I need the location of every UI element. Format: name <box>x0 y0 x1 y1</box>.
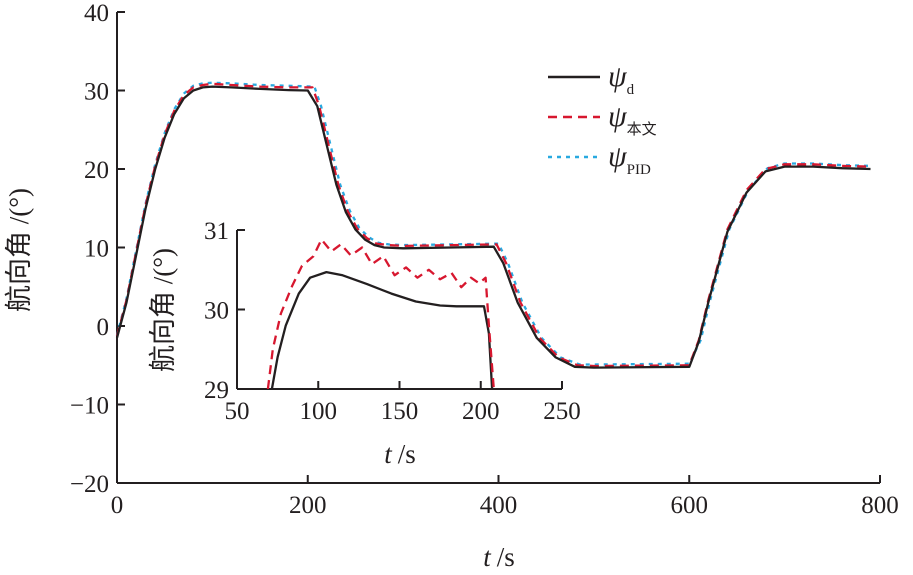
inset-x-tick-label: 100 <box>300 398 338 425</box>
main-y-tick-label: 0 <box>97 314 110 341</box>
inset-series-line-0 <box>270 270 494 389</box>
main-x-tick-label: 400 <box>480 492 518 519</box>
main-y-tick-label: 30 <box>84 79 109 106</box>
main-series <box>115 81 871 369</box>
legend-label-pid: ψPID <box>608 140 651 178</box>
inset-y-tick-label: 31 <box>204 218 229 245</box>
inset-axes: 50 100 150 200 250 29 30 31 <box>204 218 581 425</box>
main-y-tick-label: 20 <box>84 157 109 184</box>
inset-x-tick-label: 250 <box>543 398 581 425</box>
main-y-tick-label: −20 <box>70 471 109 498</box>
inset-x-tick-label: 50 <box>225 398 250 425</box>
inset-x-tick-label: 200 <box>462 398 500 425</box>
inset-y-axis-label: 航向角 /(°) <box>148 248 178 372</box>
main-y-tick-label: 40 <box>84 0 109 27</box>
inset-x-axis-label: t/s <box>384 439 416 469</box>
main-x-tick-label: 0 <box>111 492 124 519</box>
main-x-tick-label: 800 <box>861 492 899 519</box>
x-var: t <box>483 542 492 572</box>
main-axes: 0 200 400 600 800 −20 −10 0 10 20 30 40 <box>70 0 899 519</box>
main-series-line-0 <box>115 81 871 366</box>
main-series-line-1 <box>115 82 871 368</box>
main-series-line-2 <box>115 85 871 369</box>
inset-x-unit: /s <box>398 439 416 469</box>
main-y-axis-label: 航向角 /(°) <box>4 188 34 312</box>
inset-y-tick-label: 30 <box>204 298 229 325</box>
legend: ψd ψ本文 ψPID <box>548 60 657 178</box>
main-x-axis-label: t/s <box>483 542 515 572</box>
legend-label-d: ψd <box>608 60 635 98</box>
main-y-tick-label: −10 <box>70 393 109 420</box>
legend-label-ours: ψ本文 <box>608 100 657 138</box>
inset-y-tick-label: 29 <box>204 377 229 404</box>
inset-series-line-1 <box>266 238 495 389</box>
main-y-tick-label: 10 <box>84 236 109 263</box>
x-unit: /s <box>497 542 515 572</box>
main-x-tick-label: 200 <box>289 492 327 519</box>
inset-series <box>266 238 495 389</box>
inset-x-tick-label: 150 <box>381 398 419 425</box>
inset-x-var: t <box>384 439 393 469</box>
main-x-tick-label: 600 <box>671 492 709 519</box>
